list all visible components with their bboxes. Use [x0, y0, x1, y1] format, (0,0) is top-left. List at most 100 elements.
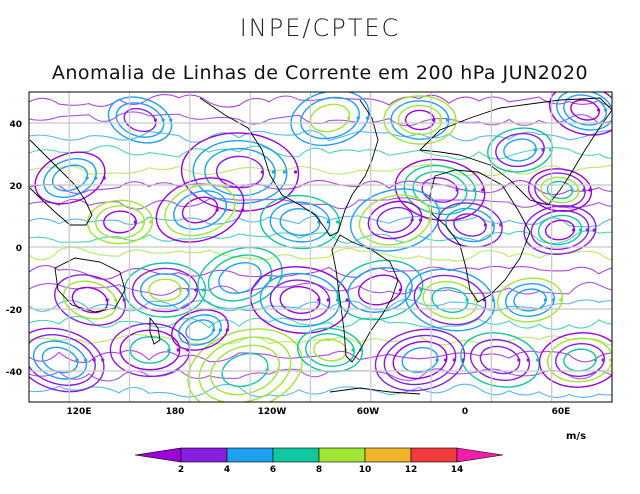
streamline	[413, 274, 487, 326]
streamline	[383, 95, 457, 145]
streamline-arrowhead	[84, 358, 88, 362]
streamline	[185, 319, 215, 341]
streamline-arrowhead	[517, 358, 521, 362]
streamline	[29, 246, 612, 262]
streamline	[41, 346, 79, 374]
streamline	[29, 179, 612, 196]
streamline	[431, 287, 469, 313]
streamline-arrowhead	[609, 358, 612, 362]
streamline-arrowhead	[85, 176, 89, 180]
streamline-arrowhead	[409, 288, 413, 292]
colorbar-segment	[272, 447, 320, 463]
antarctic-coast	[329, 387, 421, 395]
streamline-arrowhead	[161, 118, 165, 122]
streamline-arrowhead	[419, 218, 423, 222]
streamline	[556, 92, 612, 131]
streamline-arrowhead	[444, 358, 448, 362]
streamline-arrowhead	[345, 298, 349, 302]
streamline-arrowhead	[347, 116, 351, 120]
streamline-arrowhead	[176, 348, 180, 352]
streamline-arrowhead	[435, 358, 439, 362]
streamline	[546, 180, 574, 200]
colorbar-segment	[364, 447, 412, 463]
colorbar-tick-label: 8	[316, 465, 322, 475]
streamline-arrowhead	[105, 298, 109, 302]
map-title: Anomalia de Linhas de Corrente em 200 hP…	[51, 62, 589, 84]
streamline-arrowhead	[570, 188, 574, 192]
streamline-arrowhead	[445, 118, 449, 122]
streamline	[192, 140, 288, 204]
streamline	[29, 230, 612, 244]
streamline	[140, 273, 190, 307]
map-frame	[28, 91, 613, 403]
streamline	[403, 164, 477, 216]
streamline	[123, 107, 157, 133]
streamline-arrowhead	[317, 298, 321, 302]
streamline	[95, 205, 145, 239]
streamline-arrowhead	[133, 220, 137, 224]
streamline	[131, 267, 199, 313]
streamline	[51, 164, 89, 192]
streamline	[537, 214, 583, 246]
streamline-arrowhead	[582, 188, 586, 192]
streamline-arrowhead	[578, 228, 583, 232]
streamline	[107, 96, 173, 144]
streamline	[155, 177, 245, 243]
streamline	[29, 265, 612, 280]
streamline	[29, 163, 612, 177]
streamline-arrowhead	[186, 288, 190, 292]
streamline-arrowhead	[603, 108, 608, 112]
streamline-arrowhead	[178, 288, 182, 292]
streamline-arrowhead	[75, 358, 79, 362]
lat-tick-label: 40	[9, 120, 22, 130]
streamline	[115, 102, 165, 138]
streamline-arrowhead	[94, 176, 98, 180]
streamline	[309, 103, 351, 133]
streamline-arrowhead	[427, 218, 431, 222]
streamline	[469, 338, 531, 382]
streamline	[358, 194, 432, 246]
streamline	[29, 94, 612, 108]
streamline	[173, 190, 227, 230]
lon-tick-label: 60E	[552, 407, 571, 417]
streamline-arrowhead	[533, 148, 537, 152]
streamline	[374, 328, 466, 392]
longitude-ticks: 120E 180 120W 60W 0 60E	[67, 407, 571, 417]
colorbar-arrow-left	[134, 447, 182, 463]
streamline-arrowhead	[559, 298, 563, 302]
streamline	[422, 280, 478, 320]
streamline	[207, 254, 273, 302]
lon-tick-label: 180	[166, 407, 185, 417]
lat-tick-label: 0	[16, 244, 22, 254]
streamline	[29, 333, 612, 347]
streamline-arrowhead	[438, 118, 443, 122]
streamline-arrowhead	[269, 276, 273, 280]
colorbar-tick-label: 12	[405, 465, 418, 475]
streamline	[412, 171, 468, 209]
new-zealand-coast	[149, 316, 161, 345]
streamline	[29, 129, 612, 143]
streamline	[479, 345, 521, 375]
latitude-ticks: 40 20 0 -20 -40	[6, 120, 22, 378]
streamline-arrowhead	[122, 298, 126, 302]
streamline-arrowhead	[326, 298, 330, 302]
streamline	[62, 280, 118, 320]
streamline-arrowhead	[593, 358, 597, 362]
colorbar-tick-label: 6	[270, 465, 276, 475]
streamline	[367, 200, 423, 240]
streamline-arrowhead	[597, 108, 601, 112]
streamline	[495, 132, 545, 168]
streamline-arrowhead	[351, 348, 355, 352]
lat-tick-label: -20	[6, 306, 22, 316]
streamline-arrowhead	[618, 108, 621, 111]
streamline	[445, 207, 495, 243]
streamline-arrowhead	[225, 328, 229, 332]
streamline	[71, 286, 109, 314]
colorbar-segment	[226, 447, 274, 463]
streamline	[527, 168, 593, 212]
streamline-arrowhead	[282, 170, 287, 174]
streamline	[279, 286, 321, 314]
streamline	[187, 328, 303, 402]
colorbar-tick-label: 4	[224, 465, 230, 475]
streamline	[29, 281, 612, 296]
